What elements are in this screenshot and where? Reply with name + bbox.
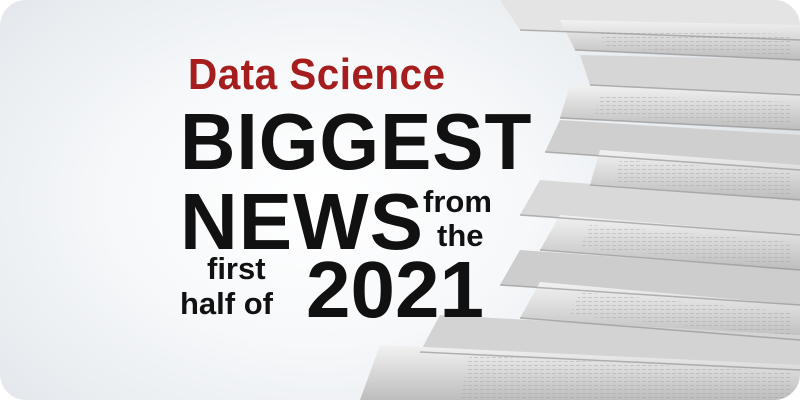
word-from: from [423, 184, 492, 219]
headline-news: NEWS [180, 177, 424, 266]
subtitle: Data Science [188, 50, 446, 99]
word-first: first [207, 251, 266, 286]
word-half-of: half of [180, 286, 273, 321]
word-the: the [437, 218, 484, 253]
year: 2021 [306, 245, 484, 334]
headline-biggest: BIGGEST [180, 97, 533, 186]
